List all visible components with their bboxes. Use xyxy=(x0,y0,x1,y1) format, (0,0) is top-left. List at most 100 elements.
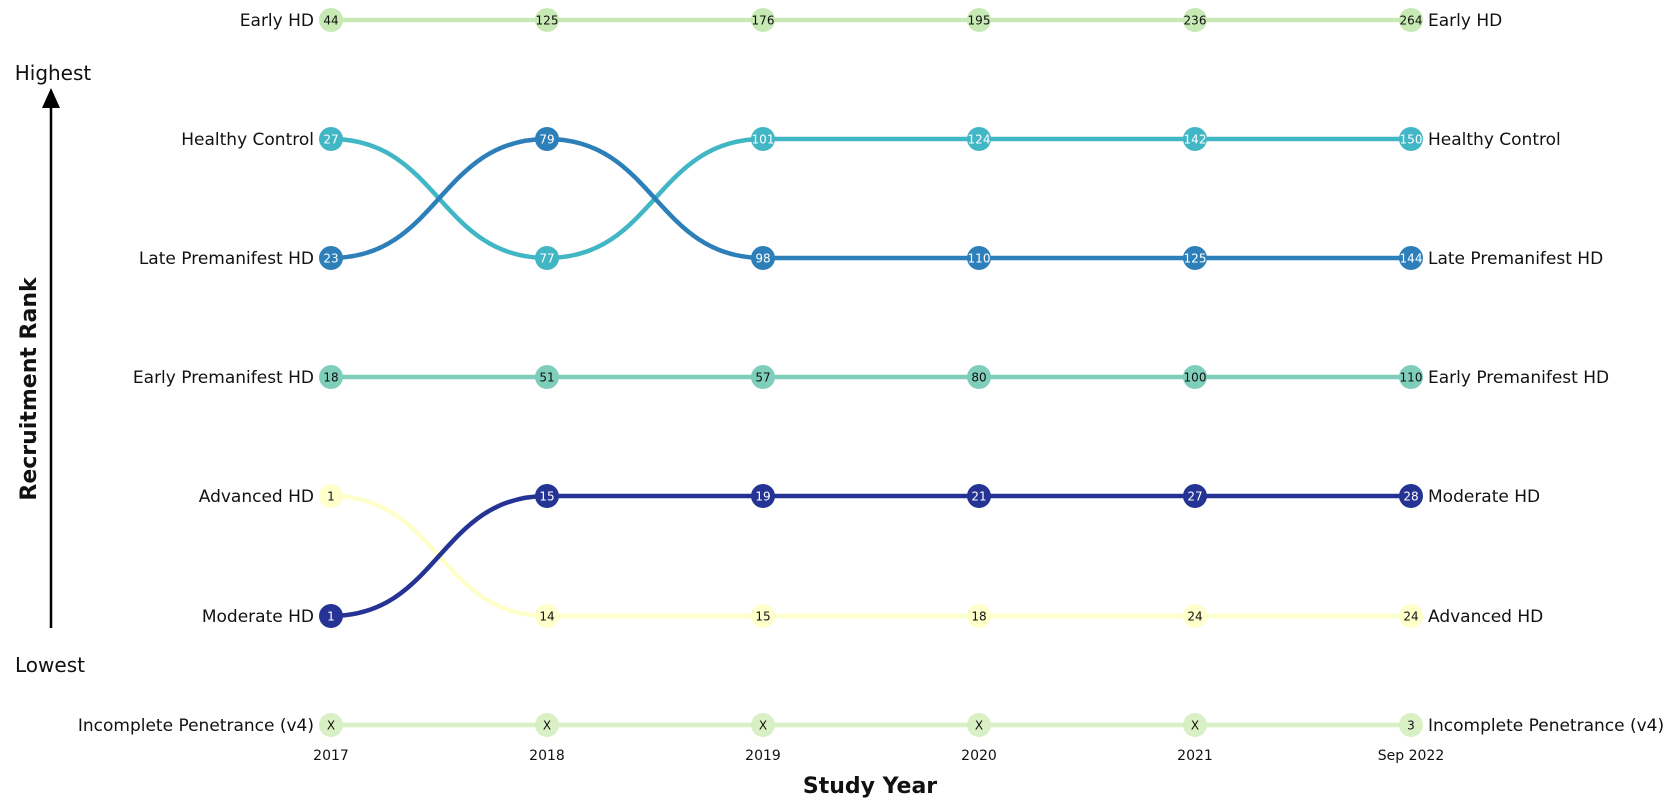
x-tick-2018: 2018 xyxy=(529,748,565,764)
x-tick-2021: 2021 xyxy=(1177,748,1213,764)
right-label-healthy-control: Healthy Control xyxy=(1428,130,1561,150)
point-late-premanifest-hd-2018 xyxy=(535,127,559,151)
data-label-healthy-control-2019: 101 xyxy=(752,133,775,147)
data-label-incomplete-penetrance-v4-2018: X xyxy=(543,719,551,733)
series-line-advanced-hd xyxy=(330,493,1411,619)
data-label-early-premanifest-hd-sep-2022: 110 xyxy=(1400,371,1423,385)
data-label-advanced-hd-2017: 1 xyxy=(327,490,335,504)
rank-axis-arrowhead xyxy=(42,88,60,108)
point-early-premanifest-hd-2018 xyxy=(535,365,559,389)
data-label-early-hd-2017: 44 xyxy=(323,14,338,28)
data-label-moderate-hd-2018: 15 xyxy=(539,490,554,504)
data-label-early-hd-sep-2022: 264 xyxy=(1400,14,1423,28)
data-label-moderate-hd-2020: 21 xyxy=(971,490,986,504)
right-label-moderate-hd: Moderate HD xyxy=(1428,487,1540,507)
left-label-incomplete-penetrance-v4: Incomplete Penetrance (v4) xyxy=(78,716,314,736)
point-healthy-control-2019 xyxy=(751,127,775,151)
data-label-early-premanifest-hd-2021: 100 xyxy=(1184,371,1207,385)
point-moderate-hd-2018 xyxy=(535,484,559,508)
point-moderate-hd-2017 xyxy=(319,604,343,628)
y-axis-title: Recruitment Rank xyxy=(17,276,42,501)
data-label-late-premanifest-hd-2019: 98 xyxy=(755,252,770,266)
point-early-hd-2020 xyxy=(967,8,991,32)
point-early-premanifest-hd-2019 xyxy=(751,365,775,389)
data-label-incomplete-penetrance-v4-2020: X xyxy=(975,719,983,733)
data-label-early-premanifest-hd-2018: 51 xyxy=(539,371,554,385)
data-label-early-premanifest-hd-2019: 57 xyxy=(755,371,770,385)
point-incomplete-penetrance-v4-2019 xyxy=(751,713,775,737)
point-early-premanifest-hd-sep-2022 xyxy=(1399,365,1423,389)
data-label-early-premanifest-hd-2020: 80 xyxy=(971,371,986,385)
point-incomplete-penetrance-v4-2018 xyxy=(535,713,559,737)
data-label-early-hd-2020: 195 xyxy=(968,14,991,28)
data-label-incomplete-penetrance-v4-2021: X xyxy=(1191,719,1199,733)
data-label-advanced-hd-2021: 24 xyxy=(1187,610,1202,624)
series-line-moderate-hd xyxy=(330,493,1411,619)
right-label-early-hd: Early HD xyxy=(1428,11,1502,31)
data-label-early-hd-2021: 236 xyxy=(1184,14,1207,28)
point-moderate-hd-2019 xyxy=(751,484,775,508)
point-moderate-hd-2021 xyxy=(1183,484,1207,508)
data-label-late-premanifest-hd-2018: 79 xyxy=(539,133,554,147)
data-label-late-premanifest-hd-2017: 23 xyxy=(323,252,338,266)
point-early-premanifest-hd-2021 xyxy=(1183,365,1207,389)
data-label-advanced-hd-2020: 18 xyxy=(971,610,986,624)
point-early-hd-2017 xyxy=(319,8,343,32)
data-label-late-premanifest-hd-2021: 125 xyxy=(1184,252,1207,266)
data-label-advanced-hd-2018: 14 xyxy=(539,610,554,624)
point-early-hd-2019 xyxy=(751,8,775,32)
data-label-advanced-hd-2019: 15 xyxy=(755,610,770,624)
point-incomplete-penetrance-v4-2017 xyxy=(319,713,343,737)
x-tick-2017: 2017 xyxy=(313,748,349,764)
data-label-healthy-control-sep-2022: 150 xyxy=(1400,133,1423,147)
data-label-early-hd-2019: 176 xyxy=(752,14,775,28)
point-moderate-hd-2020 xyxy=(967,484,991,508)
x-tick-labels: 2017 2018 2019 2020 2021 Sep 2022 xyxy=(313,748,1444,764)
point-early-hd-2021 xyxy=(1183,8,1207,32)
point-advanced-hd-2020 xyxy=(967,604,991,628)
right-label-advanced-hd: Advanced HD xyxy=(1428,607,1543,627)
data-label-moderate-hd-2019: 19 xyxy=(755,490,770,504)
data-label-healthy-control-2020: 124 xyxy=(968,133,991,147)
point-healthy-control-2018 xyxy=(535,246,559,270)
point-advanced-hd-2018 xyxy=(535,604,559,628)
point-healthy-control-2021 xyxy=(1183,127,1207,151)
left-label-healthy-control: Healthy Control xyxy=(181,130,314,150)
x-tick-2020: 2020 xyxy=(961,748,997,764)
data-label-early-hd-2018: 125 xyxy=(536,14,559,28)
point-advanced-hd-2017 xyxy=(319,484,343,508)
data-label-incomplete-penetrance-v4-sep-2022: 3 xyxy=(1407,719,1415,733)
left-label-early-premanifest-hd: Early Premanifest HD xyxy=(133,368,314,388)
right-label-incomplete-penetrance-v4: Incomplete Penetrance (v4) xyxy=(1428,716,1664,736)
x-axis-title: Study Year xyxy=(803,774,937,799)
right-label-early-premanifest-hd: Early Premanifest HD xyxy=(1428,368,1609,388)
left-label-late-premanifest-hd: Late Premanifest HD xyxy=(139,249,314,269)
point-incomplete-penetrance-v4-sep-2022 xyxy=(1399,713,1423,737)
point-late-premanifest-hd-sep-2022 xyxy=(1399,246,1423,270)
data-label-healthy-control-2017: 27 xyxy=(323,133,338,147)
point-early-hd-sep-2022 xyxy=(1399,8,1423,32)
point-incomplete-penetrance-v4-2021 xyxy=(1183,713,1207,737)
point-advanced-hd-2019 xyxy=(751,604,775,628)
data-label-moderate-hd-sep-2022: 28 xyxy=(1403,490,1418,504)
data-label-incomplete-penetrance-v4-2019: X xyxy=(759,719,767,733)
rank-bottom-label: Lowest xyxy=(15,653,85,677)
series-lines xyxy=(330,17,1411,728)
point-late-premanifest-hd-2017 xyxy=(319,246,343,270)
series-line-late-premanifest-hd xyxy=(330,136,1411,261)
x-tick-2019: 2019 xyxy=(745,748,781,764)
point-early-premanifest-hd-2020 xyxy=(967,365,991,389)
point-healthy-control-2017 xyxy=(319,127,343,151)
data-label-incomplete-penetrance-v4-2017: X xyxy=(327,719,335,733)
point-late-premanifest-hd-2021 xyxy=(1183,246,1207,270)
point-moderate-hd-sep-2022 xyxy=(1399,484,1423,508)
data-label-moderate-hd-2021: 27 xyxy=(1187,490,1202,504)
data-label-late-premanifest-hd-sep-2022: 144 xyxy=(1400,252,1423,266)
left-label-early-hd: Early HD xyxy=(240,11,314,31)
left-label-moderate-hd: Moderate HD xyxy=(202,607,314,627)
data-label-moderate-hd-2017: 1 xyxy=(327,610,335,624)
series-line-healthy-control xyxy=(330,136,1411,261)
point-early-premanifest-hd-2017 xyxy=(319,365,343,389)
point-healthy-control-2020 xyxy=(967,127,991,151)
